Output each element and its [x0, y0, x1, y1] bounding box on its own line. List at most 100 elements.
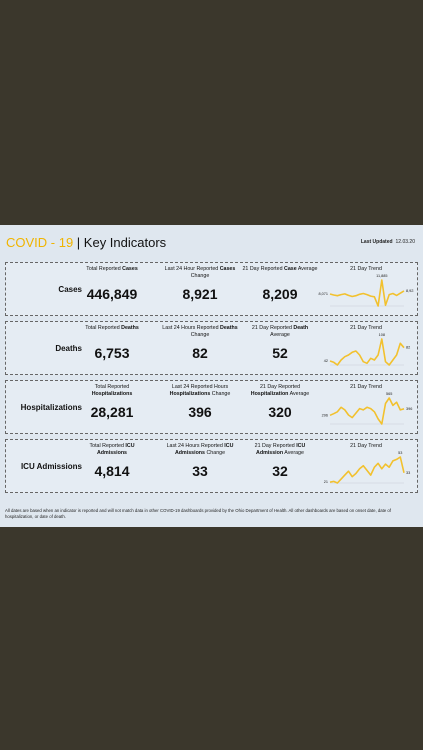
trend: 21 Day Trend 8,071 11,885 8,921 [318, 266, 414, 312]
trend-value-label: 8,071 [318, 292, 328, 296]
trend-line [329, 397, 405, 425]
trend-line [329, 279, 405, 307]
trend-title: 21 Day Trend [350, 384, 382, 390]
trend-value-label: 108 [379, 333, 385, 337]
header-part: Cases [122, 266, 138, 272]
metric-header: 21 Day Reported Death Average [242, 325, 318, 339]
header-part: Total Reported [94, 384, 131, 390]
row-label: Deaths [55, 343, 82, 353]
trend-line [329, 338, 405, 366]
metric-value: 32 [272, 463, 288, 479]
metric-header: Total Reported Cases [74, 266, 150, 280]
metric-header-text: 21 Day Reported Death Average [242, 325, 318, 338]
metric-header-text: Total Reported Cases [86, 266, 138, 273]
trend-value-label: 396 [406, 407, 412, 411]
metric-value: 8,921 [182, 286, 218, 302]
metric-header-text: Last 24 Hour Reported Cases Change [162, 266, 238, 279]
trend-value-label: 53 [398, 451, 402, 455]
metric-value: 4,814 [94, 463, 130, 479]
metric-header-text: 21 Day Reported ICU Admission Average [242, 443, 318, 456]
metric-value: 33 [192, 463, 208, 479]
metric-header-text: Total Reported Hospitalizations [74, 384, 150, 397]
header-part: 21 Day Reported [242, 266, 285, 272]
trend-value-label: 33 [406, 471, 410, 475]
metric: Total Reported Hospitalizations 28,281 [74, 384, 150, 420]
header-part: Last 24 Hours Reported [162, 325, 221, 331]
row-label: ICU Admissions [20, 461, 82, 471]
trend-title: 21 Day Trend [350, 325, 382, 331]
header-part: Last 24 Hours Reported [166, 443, 225, 449]
header-part: Last 24 Hour Reported [164, 266, 220, 272]
metric-value: 396 [188, 404, 212, 420]
indicator-row: ICU Admissions Total Reported ICU Admissi… [5, 439, 418, 493]
metric-header: 21 Day Reported Hospitalization Average [242, 384, 318, 398]
metric: 21 Day Reported Case Average 8,209 [242, 266, 318, 302]
metric-value: 28,281 [90, 404, 134, 420]
header-part: Average [270, 325, 310, 338]
header-part: 21 Day Reported [259, 384, 302, 390]
metric-header-text: 21 Day Reported Case Average [242, 266, 317, 273]
trend-value-label: 8,921 [406, 289, 414, 293]
metric: Total Reported ICU Admissions 4,814 [74, 443, 150, 479]
trend-value-label: 565 [386, 392, 392, 396]
metric: 21 Day Reported Death Average 52 [242, 325, 318, 361]
metric-header-text: Last 24 Hours Reported Deaths Change [162, 325, 238, 338]
header-part: Average [288, 390, 310, 397]
metric: 21 Day Reported ICU Admission Average 32 [242, 443, 318, 479]
metric-header-text: Last 24 Reported Hours Hospitalizations … [162, 384, 238, 397]
header-part: Deaths [121, 325, 139, 331]
header-part: Case [284, 266, 297, 272]
row-label: Hospitalizations [20, 402, 82, 412]
title-rest: | Key Indicators [73, 235, 167, 250]
metric-value: 52 [272, 345, 288, 361]
trend: 21 Day Trend 296 565 396 [318, 384, 414, 430]
indicator-rows: Cases Total Reported Cases 446,849 Last 24 … [5, 262, 418, 498]
metric-header: Total Reported Hospitalizations [74, 384, 150, 398]
indicator-row: Cases Total Reported Cases 446,849 Last 24 … [5, 262, 418, 316]
header-part: Hospitalizations [91, 390, 133, 397]
metric-header: Last 24 Hours Reported ICU Admissions Ch… [162, 443, 238, 457]
sparkline: 21 53 33 [324, 451, 410, 484]
trend: 21 Day Trend 42 108 82 [318, 325, 414, 371]
metric-header-text: Last 24 Hours Reported ICU Admissions Ch… [162, 443, 238, 456]
sparkline: 8,071 11,885 8,921 [318, 274, 414, 307]
footnote: All dates are based when an indicator is… [5, 508, 391, 519]
metric-value: 320 [268, 404, 292, 420]
metric: 21 Day Reported Hospitalization Average 3… [242, 384, 318, 420]
trend-title: 21 Day Trend [350, 443, 382, 449]
indicator-row: Deaths Total Reported Deaths 6,753 Last 24 … [5, 321, 418, 375]
metric-value: 82 [192, 345, 208, 361]
header-part: 21 Day Reported [254, 443, 297, 449]
header-part: Total Reported [85, 325, 122, 331]
metric: Last 24 Hours Reported ICU Admissions Ch… [162, 443, 238, 479]
updated-label: Last Updated [360, 239, 393, 245]
metric-header-text: Total Reported Deaths [85, 325, 139, 332]
metric-header: Total Reported ICU Admissions [74, 443, 150, 457]
trend: 21 Day Trend 21 53 33 [318, 443, 414, 489]
header-part: Average [296, 266, 318, 272]
metric-header: Last 24 Hour Reported Cases Change [162, 266, 238, 280]
metric: Total Reported Cases 446,849 [74, 266, 150, 302]
metric-header: 21 Day Reported Case Average [242, 266, 318, 280]
metric-value: 8,209 [262, 286, 298, 302]
metric-header-text: 21 Day Reported Hospitalization Average [242, 384, 318, 397]
trend-value-label: 11,885 [376, 274, 387, 278]
header-part: Change [205, 449, 226, 456]
sparkline: 42 108 82 [324, 333, 410, 366]
header-part: ICU Admissions [96, 443, 136, 456]
row-label: Cases [58, 284, 82, 294]
header-part: Change [190, 266, 237, 279]
header-part: Change [190, 325, 240, 338]
header-part: Total Reported [86, 266, 123, 272]
trend-value-label: 21 [324, 480, 328, 484]
header-part: ICU Admissions [174, 443, 235, 456]
trend-line [329, 456, 405, 484]
title: COVID - 19 | Key Indicators [6, 235, 166, 250]
header-part: ICU Admission [256, 443, 307, 456]
header-part: 21 Day Reported [251, 325, 294, 331]
metric: Last 24 Hours Reported Deaths Change 82 [162, 325, 238, 361]
metric: Total Reported Deaths 6,753 [74, 325, 150, 361]
header-part: Death [293, 325, 309, 331]
metric-header: Total Reported Deaths [74, 325, 150, 339]
